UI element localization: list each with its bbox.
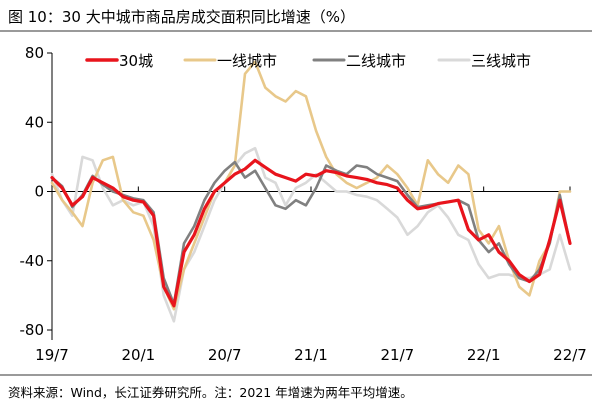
series-line-0 xyxy=(50,158,572,308)
y-tick-label: -80 xyxy=(20,321,45,339)
top-rule xyxy=(0,30,592,32)
y-tick-label: 80 xyxy=(25,44,44,62)
y-tick-label: 0 xyxy=(34,183,44,201)
bottom-rule xyxy=(0,374,592,376)
y-tick-label: 40 xyxy=(25,113,44,131)
x-tick-label: 21/1 xyxy=(294,346,328,364)
series-line-1 xyxy=(50,60,572,311)
line-chart: 80 40 0 -40 -80 19/7 20/1 20/7 21/1 21/7 22/1 22/7 3… xyxy=(20,44,587,364)
legend-label: 二线城市 xyxy=(346,52,406,70)
legend-label: 30城 xyxy=(119,52,153,70)
x-tick-label: 21/7 xyxy=(380,346,414,364)
source-note: 资料来源：Wind，长江证券研究所。注：2021 年增速为两年平均增速。 xyxy=(8,385,413,400)
series-line-2 xyxy=(50,160,572,306)
x-tick-label: 19/7 xyxy=(35,346,69,364)
chart-title: 图 10：30 大中城市商品房成交面积同比增速（%） xyxy=(8,8,355,26)
x-tick-label: 20/7 xyxy=(208,346,242,364)
x-tick-label: 20/1 xyxy=(121,346,155,364)
y-tick-label: -40 xyxy=(20,252,45,270)
series-line-3 xyxy=(50,146,572,323)
legend-label: 三线城市 xyxy=(471,52,531,70)
x-tick-label: 22/7 xyxy=(553,346,587,364)
legend-label: 一线城市 xyxy=(217,52,277,70)
x-tick-label: 22/1 xyxy=(467,346,501,364)
